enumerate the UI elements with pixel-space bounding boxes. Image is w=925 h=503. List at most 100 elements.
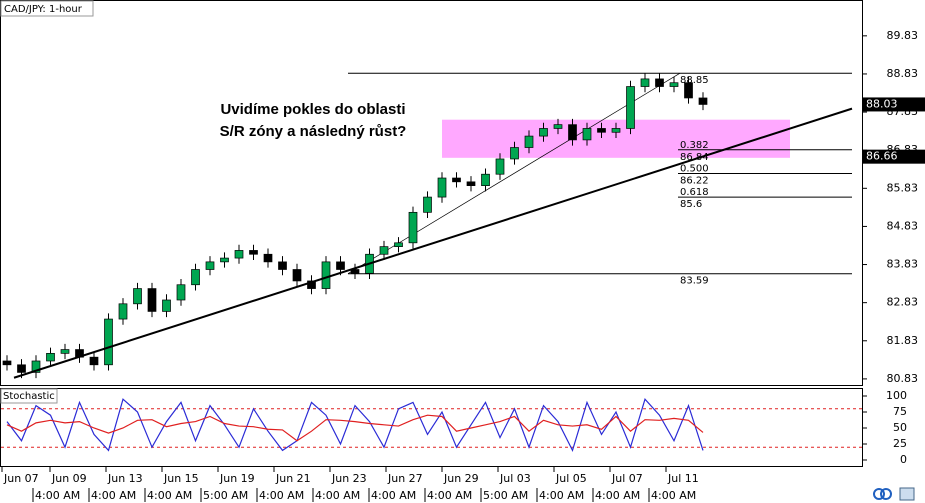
stochastic-box xyxy=(0,388,58,404)
candle-body xyxy=(466,181,476,186)
y-tick-label: 88.83 xyxy=(887,67,919,80)
x-date-label: Jun 07 xyxy=(3,472,39,485)
x-date-label: Jun 09 xyxy=(51,472,87,485)
x-time-label: 4:00 AM xyxy=(595,489,640,502)
price-badge xyxy=(863,97,925,112)
candle-body xyxy=(611,128,621,133)
stoch-line xyxy=(6,398,704,452)
candle-body xyxy=(162,299,171,312)
annotation: Uvidíme pokles do oblasti xyxy=(220,101,405,118)
x-time-label: 4:00 AM xyxy=(427,489,472,502)
window-icon[interactable] xyxy=(899,487,915,501)
trendline xyxy=(13,107,853,379)
candle-body xyxy=(640,78,650,87)
candle-body xyxy=(423,196,432,213)
candle-body xyxy=(669,82,679,87)
stoch-tick-label: 0 xyxy=(900,453,907,466)
y-tick-label: 83.83 xyxy=(887,258,919,271)
y-tick-label: 84.83 xyxy=(887,219,919,232)
x-date-label: Jun 21 xyxy=(275,472,311,485)
x-date-label: Jun 19 xyxy=(219,472,255,485)
y-tick-label: 85.83 xyxy=(887,181,919,194)
x-date-label: Jun 13 xyxy=(107,472,143,485)
candle-body xyxy=(437,177,447,198)
candle-body xyxy=(481,173,490,186)
fib-ratio-label: 0.618 xyxy=(680,187,709,198)
stoch-tick-label: 50 xyxy=(893,421,907,434)
candle-body xyxy=(626,86,635,129)
candle-body xyxy=(553,124,563,129)
fib-high-label: 88.85 xyxy=(680,75,709,86)
candle-body xyxy=(452,177,461,183)
candle-body xyxy=(89,356,99,366)
candle-body xyxy=(220,257,229,263)
candle-body xyxy=(17,364,26,373)
price-badge-label: 88.03 xyxy=(866,97,898,110)
y-tick-label: 82.83 xyxy=(887,296,919,309)
x-date-label: Jul 07 xyxy=(611,472,643,485)
candle-body xyxy=(655,78,664,87)
candle-body xyxy=(394,242,403,247)
x-time-label: 5:00 AM xyxy=(203,489,248,502)
candle-body xyxy=(307,280,316,289)
candle-body xyxy=(278,261,287,270)
fib-price-label: 85.6 xyxy=(680,199,702,210)
candle-body xyxy=(176,284,186,301)
x-time-label: 4:00 AM xyxy=(91,489,136,502)
candle-body xyxy=(524,135,534,148)
candle-body xyxy=(60,349,70,354)
candle-body xyxy=(408,211,418,244)
candle-body xyxy=(249,250,258,255)
price-panel xyxy=(0,0,863,386)
candle-body xyxy=(582,128,592,141)
x-date-label: Jun 23 xyxy=(331,472,367,485)
y-tick-label: 80.83 xyxy=(887,372,919,385)
candle-body xyxy=(263,253,273,263)
fib-ratio-label: 0.500 xyxy=(680,163,709,174)
candle-body xyxy=(147,288,157,312)
x-time-label: 5:00 AM xyxy=(483,489,528,502)
candle-body xyxy=(205,261,215,270)
fib-ratio-label: 0.382 xyxy=(680,140,709,151)
chart-title: CAD/JPY: 1-hour xyxy=(4,4,83,15)
x-date-label: Jun 29 xyxy=(443,472,479,485)
x-time-label: 4:00 AM xyxy=(147,489,192,502)
fib-line xyxy=(347,72,681,274)
y-tick-label: 89.83 xyxy=(887,29,919,42)
candle-body xyxy=(539,128,548,137)
candle-body xyxy=(234,250,244,259)
candle-body xyxy=(104,318,113,366)
candle-body xyxy=(510,147,519,160)
candle-body xyxy=(118,303,128,320)
price-badge xyxy=(863,149,925,164)
price-badge-label: 86.66 xyxy=(866,150,898,163)
candle-body xyxy=(495,158,505,175)
stoch-tick-label: 100 xyxy=(886,389,907,402)
candle-body xyxy=(292,269,302,282)
candle-body xyxy=(191,269,200,286)
fib-price-label: 86.22 xyxy=(680,175,709,186)
x-time-label: 4:00 AM xyxy=(35,489,80,502)
fib-low-label: 83.59 xyxy=(680,276,709,287)
title-box xyxy=(0,0,94,17)
candle-body xyxy=(2,360,12,366)
candle-body xyxy=(46,353,55,362)
candle-body xyxy=(31,360,41,373)
stoch-tick-label: 25 xyxy=(893,437,907,450)
candle-body xyxy=(597,128,606,133)
x-time-label: 4:00 AM xyxy=(371,489,416,502)
x-time-label: 4:00 AM xyxy=(315,489,360,502)
x-time-label: 4:00 AM xyxy=(539,489,584,502)
link-icon[interactable] xyxy=(873,488,892,500)
candle-body xyxy=(698,97,708,105)
x-date-label: Jul 03 xyxy=(499,472,531,485)
candle-body xyxy=(684,82,693,99)
x-date-label: Jun 15 xyxy=(163,472,199,485)
annotation: S/R zóny a následný růst? xyxy=(220,123,407,140)
fib-price-label: 86.84 xyxy=(680,152,709,163)
candle-body xyxy=(568,124,577,141)
candle-body xyxy=(350,269,360,274)
x-date-label: Jul 11 xyxy=(667,472,699,485)
x-time-label: 4:00 AM xyxy=(651,489,696,502)
candle-body xyxy=(321,261,331,289)
